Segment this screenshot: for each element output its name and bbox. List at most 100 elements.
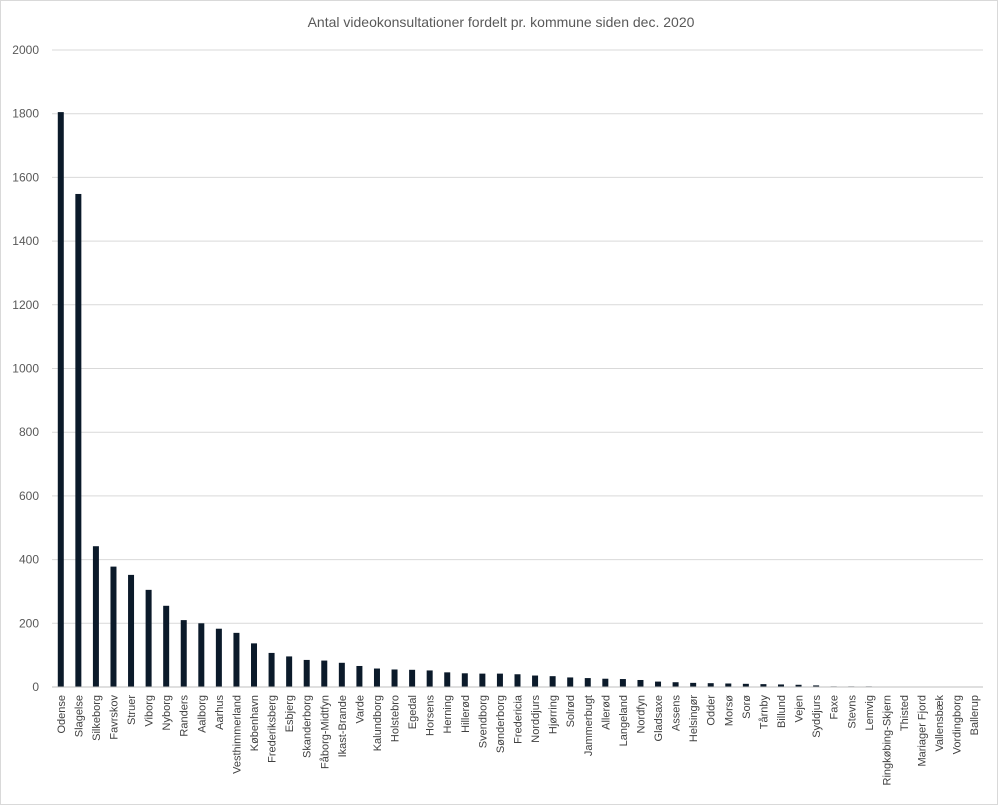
x-tick-label: Skanderborg xyxy=(302,695,314,758)
bar xyxy=(462,673,468,687)
x-tick-label: Fredericia xyxy=(513,694,525,744)
bar xyxy=(602,679,608,687)
x-tick-label: Randers xyxy=(179,695,191,737)
x-tick-label: Helsingør xyxy=(688,695,700,742)
bar xyxy=(339,663,345,687)
bar xyxy=(198,623,204,687)
x-tick-label: Esbjerg xyxy=(284,695,296,732)
y-tick-label: 400 xyxy=(19,553,39,567)
x-tick-label: Vejen xyxy=(794,695,806,723)
y-tick-label: 800 xyxy=(19,425,39,439)
x-tick-label: Frederiksberg xyxy=(267,695,279,763)
x-tick-label: Lemvig xyxy=(864,695,876,730)
bar xyxy=(216,629,222,687)
bar xyxy=(93,546,99,687)
bar xyxy=(304,660,310,687)
bar xyxy=(550,676,556,687)
bar xyxy=(515,674,521,687)
x-tick-label: Viborg xyxy=(144,695,156,727)
bar xyxy=(585,678,591,687)
bar xyxy=(146,590,152,687)
bars xyxy=(58,112,977,687)
x-tick-label: Vesthimmerland xyxy=(231,695,243,774)
x-tick-label: Ringkøbing-Skjern xyxy=(881,695,893,785)
x-tick-label: Holstebro xyxy=(390,695,402,742)
x-tick-label: Hillerød xyxy=(460,695,472,733)
x-tick-label: Norddjurs xyxy=(530,695,542,743)
bar xyxy=(479,674,485,687)
x-tick-label: Varde xyxy=(354,695,366,724)
y-tick-label: 1000 xyxy=(12,362,39,376)
x-axis-ticks: Odense Slagelse Silkeborg Favrskov Struer Vib… xyxy=(56,694,981,785)
x-tick-label: Sorø xyxy=(741,695,753,719)
gridlines xyxy=(52,50,983,623)
y-tick-label: 2000 xyxy=(12,43,39,57)
x-tick-label: Aalborg xyxy=(196,695,208,733)
x-tick-label: Aarhus xyxy=(214,695,226,730)
bar xyxy=(163,606,169,687)
y-tick-label: 200 xyxy=(19,616,39,630)
x-tick-label: Horsens xyxy=(425,695,437,736)
x-tick-label: Syddjurs xyxy=(811,695,823,738)
y-tick-label: 1200 xyxy=(12,298,39,312)
x-tick-label: Odder xyxy=(706,695,718,726)
x-tick-label: Faxe xyxy=(829,695,841,719)
x-tick-label: Mariager Fjord xyxy=(917,695,929,767)
bar xyxy=(620,679,626,687)
x-tick-label: Ikast-Brande xyxy=(337,695,349,757)
x-tick-label: Allerød xyxy=(600,695,612,730)
x-tick-label: Jammerbugt xyxy=(583,695,595,756)
y-tick-label: 0 xyxy=(32,680,39,694)
bar xyxy=(374,669,380,687)
y-tick-label: 1800 xyxy=(12,107,39,121)
bar xyxy=(690,683,696,687)
x-tick-label: Stevns xyxy=(846,695,858,729)
bar xyxy=(409,670,415,687)
bar xyxy=(321,661,327,687)
bar xyxy=(356,666,362,687)
bar xyxy=(75,194,81,687)
x-tick-label: Nordfyn xyxy=(635,695,647,734)
x-tick-label: Ballerup xyxy=(969,695,981,735)
x-tick-label: Favrskov xyxy=(108,695,120,740)
bar xyxy=(128,575,134,687)
x-tick-label: Sønderborg xyxy=(495,695,507,753)
bar xyxy=(567,677,573,687)
bar xyxy=(655,682,661,687)
x-tick-label: Langeland xyxy=(618,695,630,746)
bar xyxy=(637,680,643,687)
bar xyxy=(497,674,503,687)
x-tick-label: Silkeborg xyxy=(91,695,103,741)
y-tick-label: 1400 xyxy=(12,234,39,248)
x-tick-label: Herning xyxy=(442,695,454,734)
x-tick-label: Kalundborg xyxy=(372,695,384,751)
x-tick-label: Struer xyxy=(126,695,138,725)
bar xyxy=(532,676,538,687)
x-tick-label: København xyxy=(249,695,261,751)
x-tick-label: Fåborg-Midtfyn xyxy=(319,695,331,769)
x-tick-label: Gladsaxe xyxy=(653,695,665,741)
x-tick-label: Vordingborg xyxy=(952,695,964,754)
chart-title: Antal videokonsultationer fordelt pr. ko… xyxy=(308,14,695,30)
bar xyxy=(444,672,450,687)
x-tick-label: Nyborg xyxy=(161,695,173,730)
x-tick-label: Vallensbæk xyxy=(934,695,946,752)
bar xyxy=(269,653,275,687)
bar xyxy=(233,633,239,687)
bar xyxy=(708,683,714,687)
x-tick-label: Tårnby xyxy=(758,695,770,730)
bar xyxy=(286,656,292,687)
x-tick-label: Billund xyxy=(776,695,788,728)
bar xyxy=(58,112,64,687)
x-tick-label: Slagelse xyxy=(73,695,85,737)
x-tick-label: Odense xyxy=(56,695,68,734)
x-tick-label: Assens xyxy=(671,695,683,732)
bar xyxy=(251,643,257,687)
y-tick-label: 600 xyxy=(19,489,39,503)
x-tick-label: Hjørring xyxy=(548,695,560,734)
bar xyxy=(392,669,398,687)
bar xyxy=(181,620,187,687)
